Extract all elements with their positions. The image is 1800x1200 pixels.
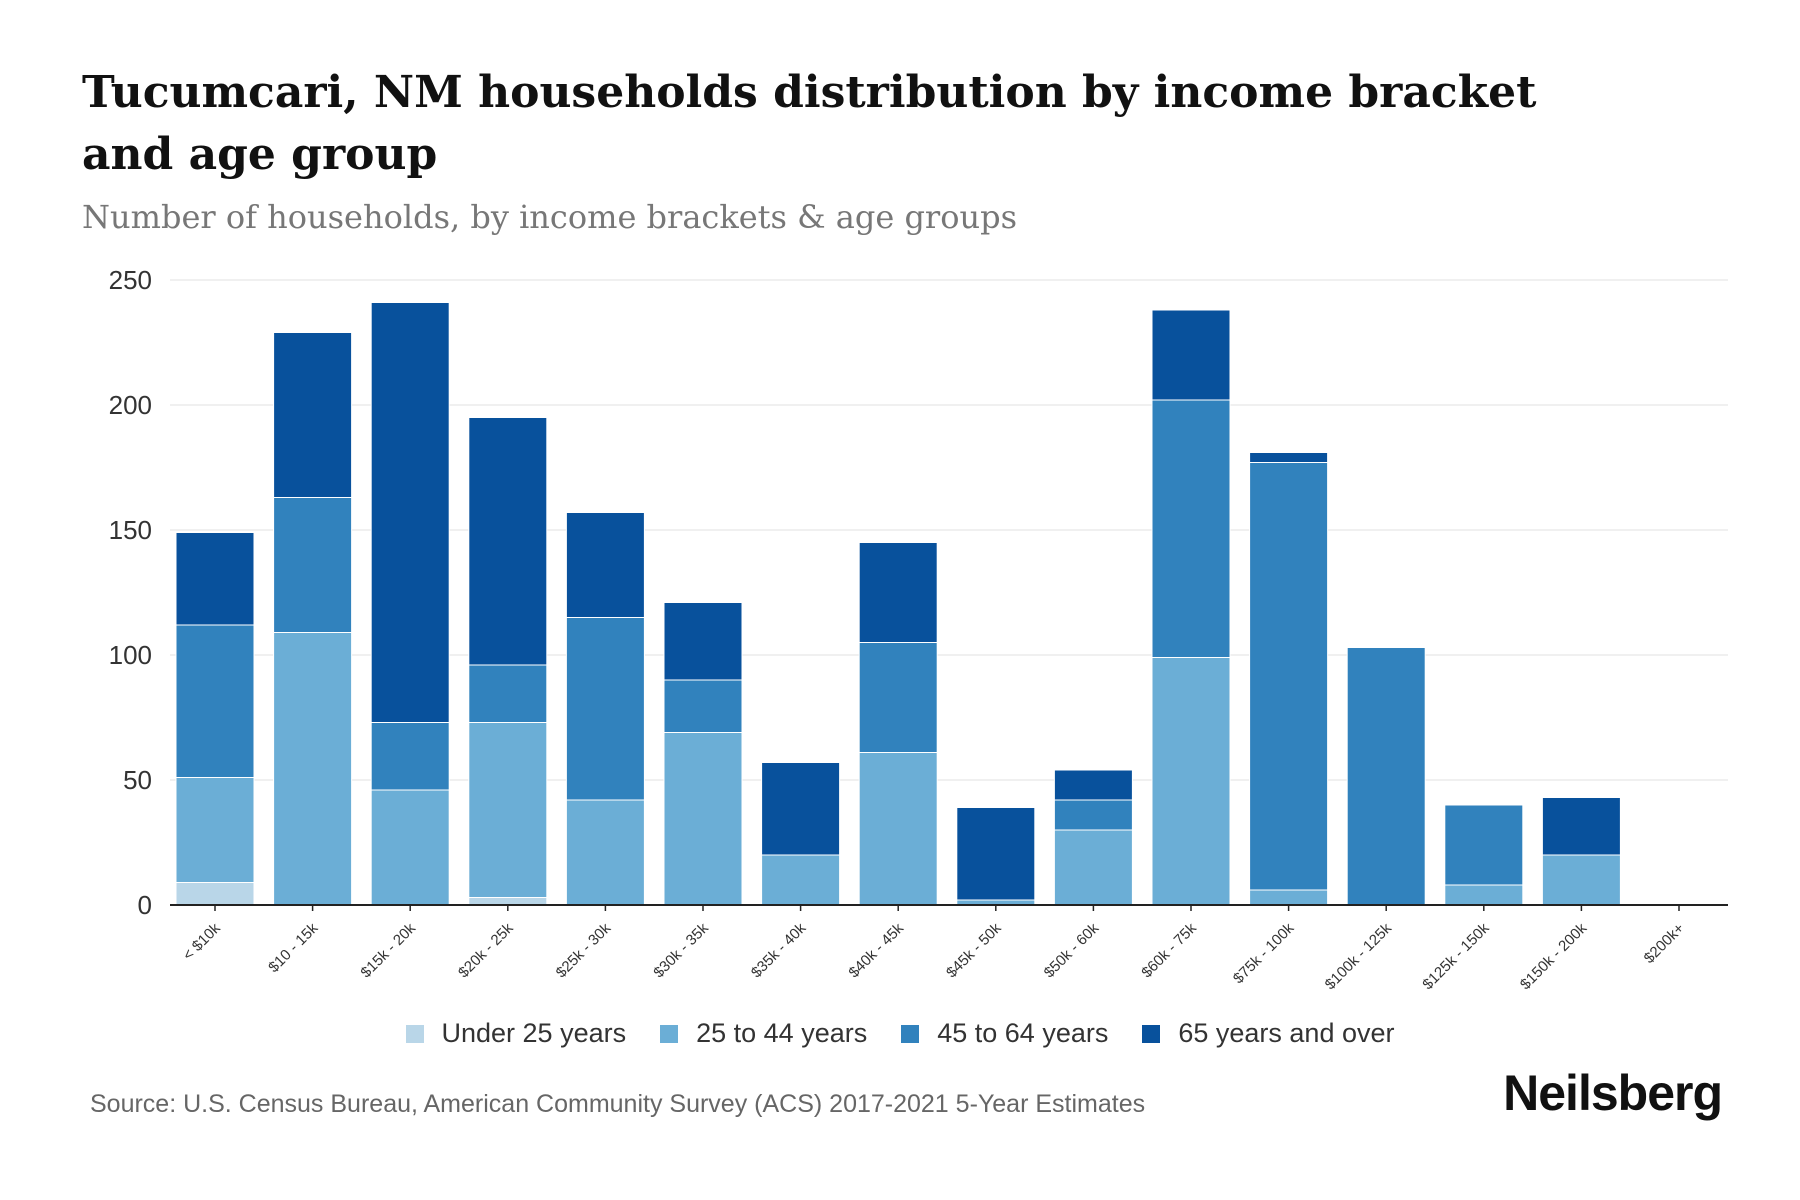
bar-segment-65-years-and-over	[956, 807, 1036, 901]
x-tick-label: $100k - 125k	[1322, 919, 1396, 993]
legend-swatch-icon	[405, 1024, 424, 1043]
bar-segment-under-25-years	[175, 882, 255, 906]
bar-segment-under-25-years	[468, 897, 548, 906]
bar-segment-45-to-64-years	[175, 624, 255, 778]
bar-segment-65-years-and-over	[761, 762, 841, 856]
x-tick-label: < $10k	[180, 919, 225, 964]
x-tick-label: $50k - 60k	[1041, 919, 1103, 981]
chart-subtitle: Number of households, by income brackets…	[82, 198, 1017, 236]
stacked-bar-chart: 0 50 100 150 200 250 < $10k $10 - 15k $15k - 20…	[109, 265, 1728, 993]
bar-segment-65-years-and-over	[1151, 309, 1231, 401]
bar-segment-65-years-and-over	[1249, 452, 1329, 463]
legend-item: 25 to 44 years	[660, 1018, 867, 1049]
legend-item: 45 to 64 years	[901, 1018, 1108, 1049]
brand-logo: Neilsberg	[1503, 1065, 1723, 1121]
legend-item: 65 years and over	[1142, 1018, 1395, 1049]
bar-segment-65-years-and-over	[1053, 769, 1133, 801]
source-note: Source: U.S. Census Bureau, American Com…	[90, 1090, 1146, 1118]
bar-segment-65-years-and-over	[1541, 797, 1621, 856]
x-tick-label: $25k - 30k	[553, 919, 615, 981]
bar-segment-45-to-64-years	[468, 664, 548, 723]
x-tick-label: $15k - 20k	[357, 919, 419, 981]
bar-segment-25-to-44-years	[175, 777, 255, 883]
bar-segment-45-to-64-years	[565, 617, 645, 801]
bar-segment-65-years-and-over	[858, 542, 938, 643]
bar-segment-25-to-44-years	[1151, 657, 1231, 906]
bar-segment-45-to-64-years	[663, 679, 743, 733]
x-tick-label: $200k+	[1641, 920, 1688, 967]
bars	[175, 302, 1621, 906]
legend-label: 25 to 44 years	[696, 1018, 868, 1048]
legend: Under 25 years 25 to 44 years 45 to 64 yea…	[0, 1018, 1800, 1049]
y-tick-label: 100	[109, 640, 152, 670]
y-axis-ticks: 0 50 100 150 200 250	[109, 265, 152, 920]
bar-segment-65-years-and-over	[175, 532, 255, 626]
x-tick-label: $75k - 100k	[1230, 919, 1298, 987]
bar-segment-45-to-64-years	[1053, 799, 1133, 831]
bar-segment-65-years-and-over	[273, 332, 353, 498]
bar-segment-25-to-44-years	[663, 732, 743, 906]
bar-segment-45-to-64-years	[370, 722, 450, 791]
legend-swatch-icon	[901, 1024, 920, 1043]
bar-segment-65-years-and-over	[663, 602, 743, 681]
bar-segment-45-to-64-years	[858, 642, 938, 753]
bar-segment-65-years-and-over	[468, 417, 548, 666]
x-tick-label: $45k - 50k	[943, 919, 1005, 981]
legend-swatch-icon	[1142, 1024, 1161, 1043]
bar-segment-45-to-64-years	[273, 497, 353, 633]
legend-label: Under 25 years	[441, 1018, 627, 1048]
x-tick-label: $40k - 45k	[845, 919, 907, 981]
bar-segment-65-years-and-over	[370, 302, 450, 723]
x-axis: < $10k $10 - 15k $15k - 20k $20k - 25k $25k …	[170, 904, 1728, 993]
legend-label: 45 to 64 years	[937, 1018, 1109, 1048]
bar-segment-65-years-and-over	[565, 512, 645, 618]
chart-title: Tucumcari, NM households distribution by…	[82, 67, 1537, 180]
y-tick-label: 50	[123, 765, 152, 795]
legend-label: 65 years and over	[1178, 1018, 1395, 1048]
y-tick-label: 150	[109, 515, 152, 545]
x-tick-label: $60k - 75k	[1138, 919, 1200, 981]
y-tick-label: 0	[138, 890, 152, 920]
bar-segment-25-to-44-years	[1053, 829, 1133, 906]
x-tick-label: $10 - 15k	[265, 919, 322, 976]
x-tick-label: $150k - 200k	[1517, 919, 1591, 993]
bar-segment-25-to-44-years	[370, 789, 450, 906]
bar-segment-25-to-44-years	[1249, 889, 1329, 906]
y-tick-label: 200	[109, 390, 152, 420]
bar-segment-45-to-64-years	[1249, 462, 1329, 891]
bar-segment-25-to-44-years	[273, 632, 353, 906]
bar-segment-25-to-44-years	[565, 799, 645, 906]
legend-item: Under 25 years	[405, 1018, 627, 1049]
x-tick-label: $30k - 35k	[650, 919, 712, 981]
legend-swatch-icon	[660, 1024, 679, 1043]
bar-segment-45-to-64-years	[1346, 647, 1426, 906]
bar-segment-25-to-44-years	[1444, 884, 1524, 906]
bar-segment-25-to-44-years	[468, 722, 548, 898]
bar-segment-45-to-64-years	[1151, 399, 1231, 658]
bar-segment-25-to-44-years	[761, 854, 841, 906]
x-tick-label: $20k - 25k	[455, 919, 517, 981]
y-tick-label: 250	[109, 265, 152, 295]
x-tick-label: $35k - 40k	[748, 919, 810, 981]
bar-segment-45-to-64-years	[1444, 804, 1524, 886]
bar-segment-25-to-44-years	[858, 752, 938, 906]
bar-segment-25-to-44-years	[1541, 854, 1621, 906]
x-tick-label: $125k - 150k	[1419, 919, 1493, 993]
